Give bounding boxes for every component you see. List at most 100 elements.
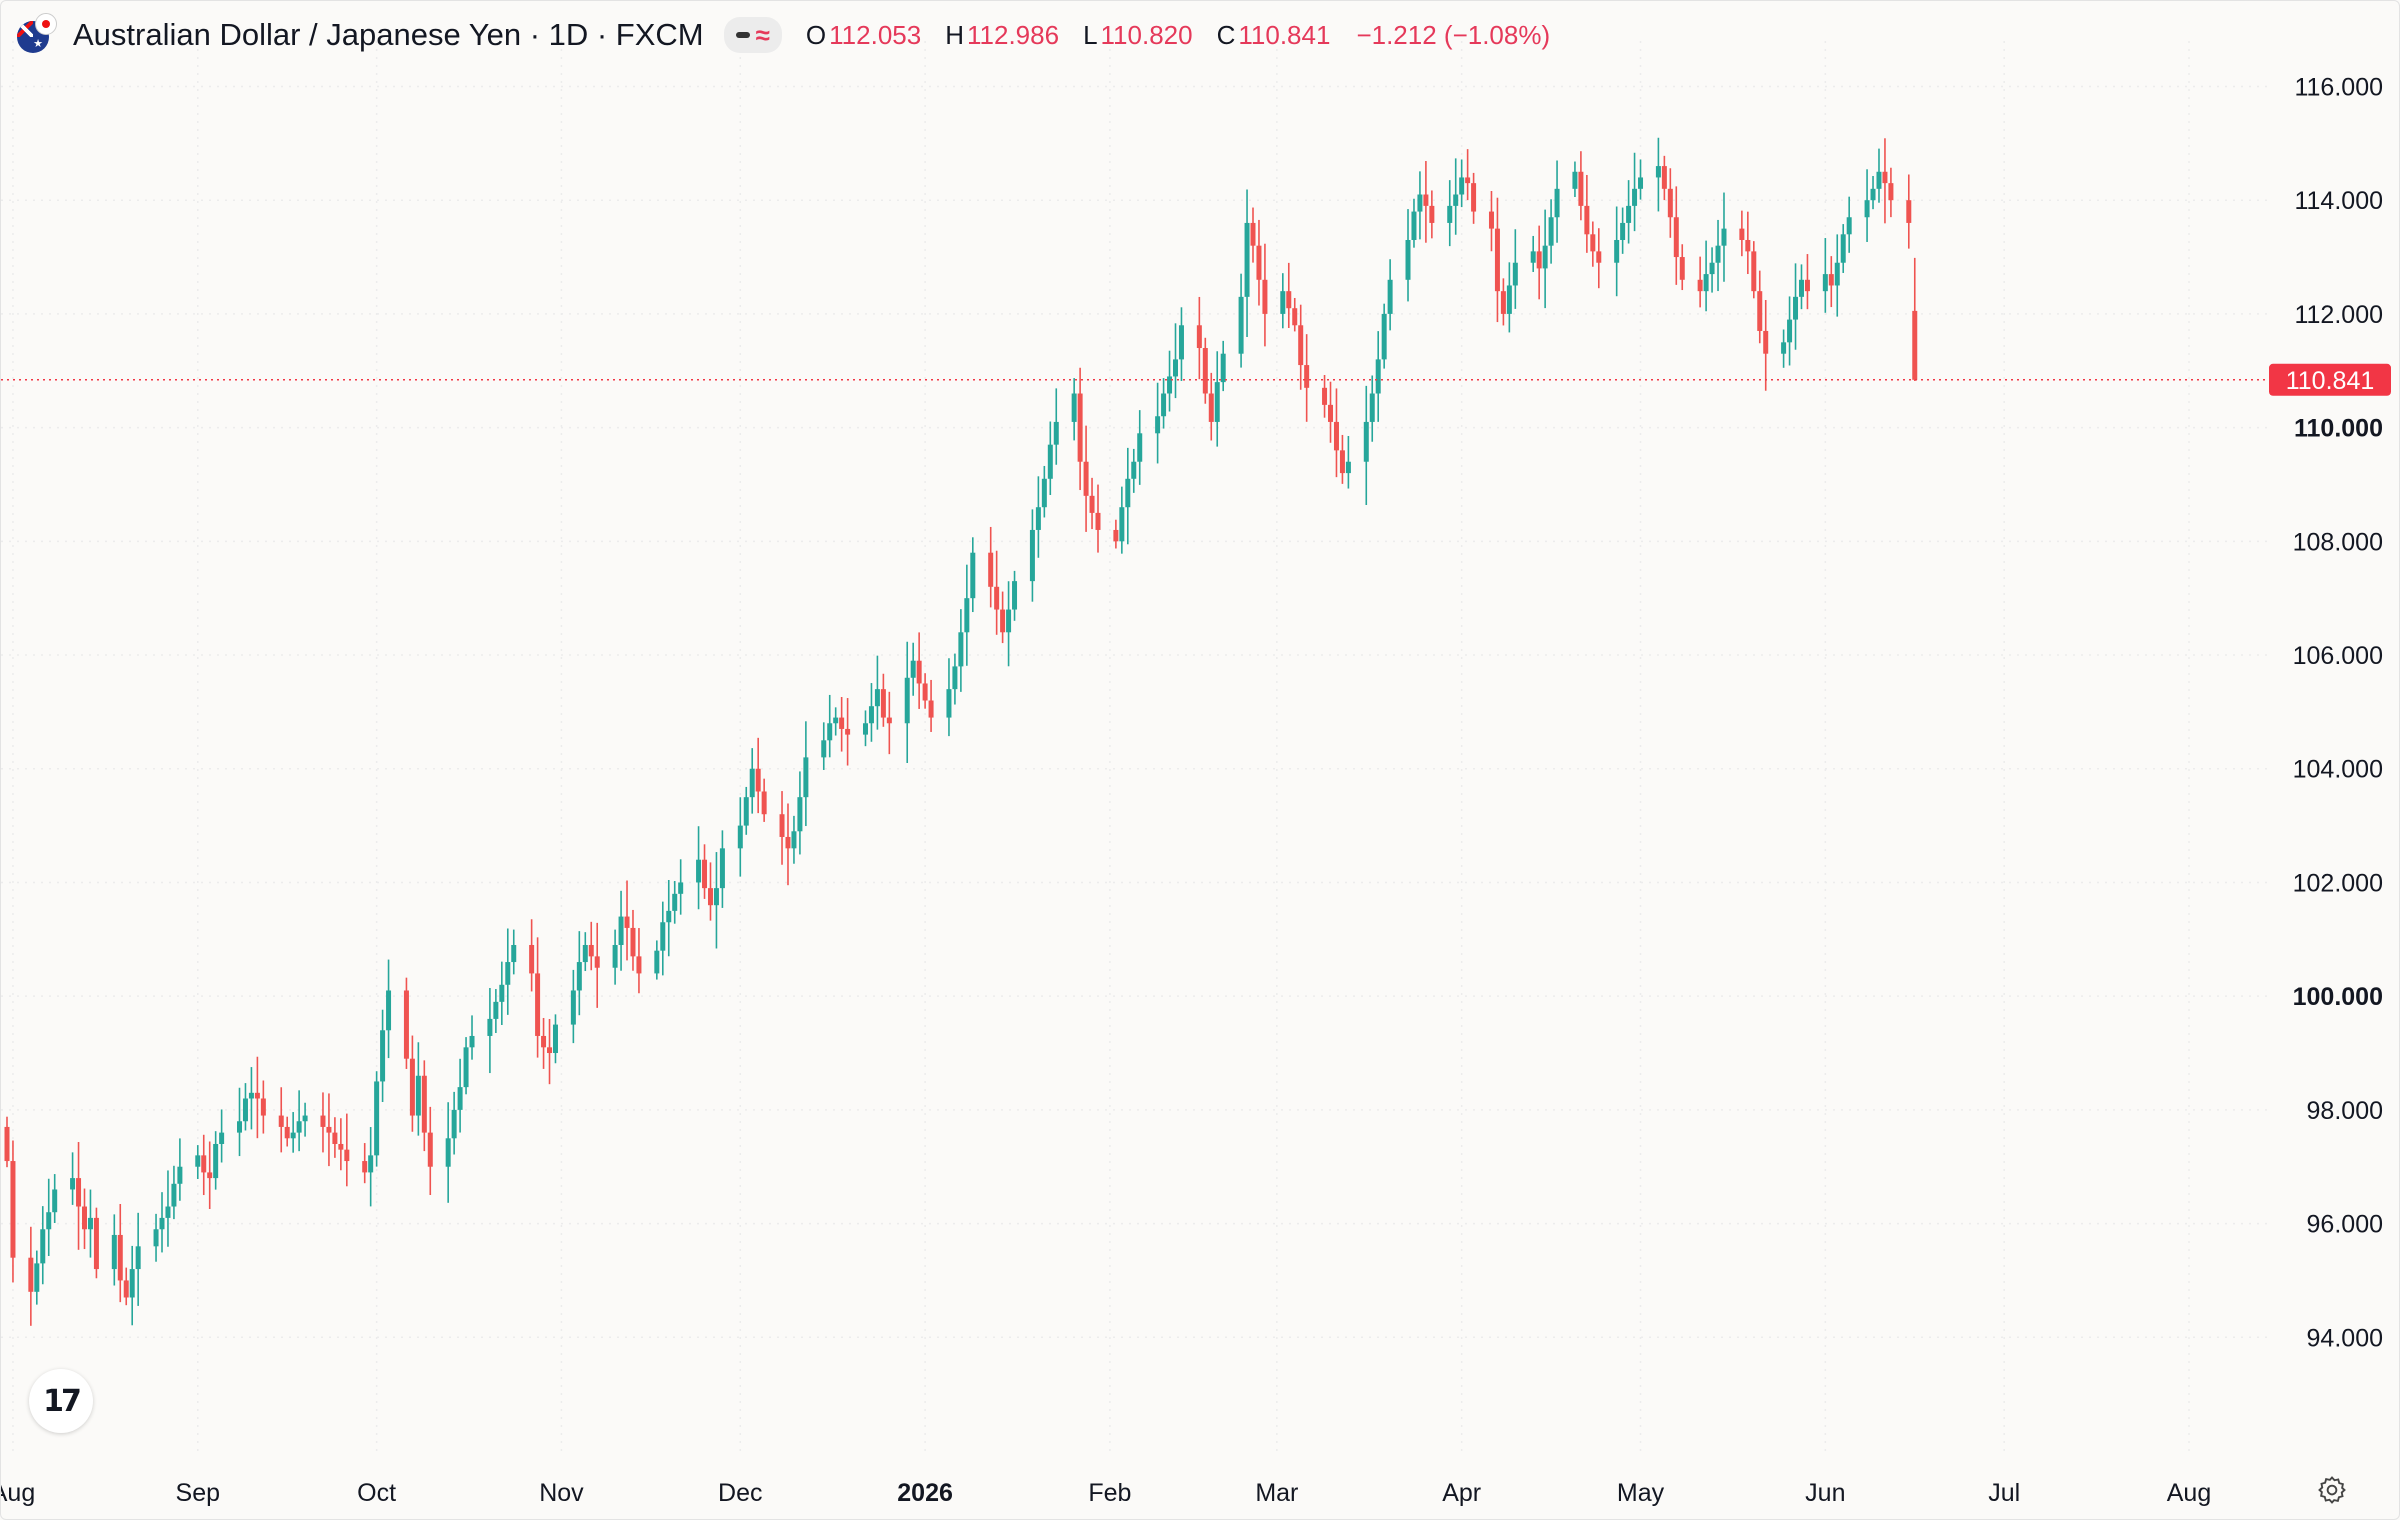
candle-body (910, 660, 916, 678)
candle-body (994, 586, 1000, 610)
candle-body (1047, 444, 1053, 479)
candle-body (386, 990, 392, 1031)
candle-body (988, 552, 994, 587)
candle-body (1006, 609, 1012, 633)
candle-body (1876, 171, 1882, 189)
candle-body (916, 660, 922, 684)
candle-body (46, 1212, 52, 1230)
candle-body (487, 1018, 493, 1036)
candle-body (654, 950, 660, 974)
x-tick-label: Aug (2167, 1479, 2211, 1507)
candle-body (445, 1138, 451, 1167)
candle-body (803, 757, 809, 798)
candle-body (219, 1132, 225, 1144)
candle-body (1202, 348, 1208, 394)
tradingview-logo-icon[interactable]: 17 (29, 1369, 93, 1433)
candle-body (624, 916, 630, 928)
candle-body (791, 831, 797, 849)
candle-body (278, 1115, 284, 1127)
candle-body (1512, 262, 1518, 286)
candle-body (213, 1143, 219, 1179)
candle-body (588, 944, 594, 957)
symbol-header: Australian Dollar / Japanese Yen · 1D · … (17, 13, 1550, 55)
candle-body (457, 1087, 463, 1110)
candle-body (260, 1098, 266, 1116)
candle-body (40, 1229, 46, 1264)
candle-body (1286, 291, 1292, 309)
candle-body (1620, 222, 1626, 240)
candle-body (1822, 274, 1828, 292)
candle-body (1256, 245, 1262, 280)
candle-body (1262, 279, 1268, 314)
candle-body (1095, 512, 1101, 530)
candle-body (1083, 461, 1089, 496)
candle-body (1870, 188, 1876, 201)
candle-body (1423, 194, 1429, 206)
candle-body (737, 825, 743, 849)
open-value: O 112.053 (805, 19, 922, 50)
x-tick-label: Oct (357, 1479, 396, 1507)
candle-body (833, 717, 839, 724)
candle-body (177, 1166, 183, 1184)
candle-body (1798, 279, 1804, 297)
candle-body (612, 944, 618, 968)
candle-body (1500, 291, 1506, 314)
candle-body (1494, 228, 1500, 292)
x-tick-label: Nov (539, 1479, 584, 1507)
candle-body (1292, 308, 1298, 326)
candle-body (1208, 393, 1214, 422)
candle-body (1673, 217, 1679, 258)
candle-body (171, 1183, 177, 1207)
indicator-toggle[interactable]: ≈ (723, 17, 782, 53)
candle-body (922, 683, 928, 701)
candle-body (1077, 393, 1083, 462)
candle-body (1745, 239, 1751, 252)
candle-body (380, 1030, 386, 1082)
candle-body (344, 1149, 350, 1162)
candle-body (4, 1126, 10, 1162)
candle-body (1244, 222, 1250, 297)
gear-icon[interactable] (2317, 1475, 2347, 1505)
candle-body (862, 723, 868, 735)
candle-body (618, 916, 624, 945)
candle-body (1471, 183, 1477, 212)
candle-body (1751, 251, 1757, 292)
candle-body (702, 859, 708, 889)
candle-body (880, 689, 886, 718)
wave-icon: ≈ (755, 20, 770, 50)
x-tick-label: Dec (718, 1479, 762, 1507)
candle-body (1888, 183, 1894, 201)
candle-body (1161, 393, 1167, 417)
candle-body (1405, 239, 1411, 280)
candle-body (1781, 342, 1787, 354)
candle-body (630, 927, 636, 957)
candle-body (845, 728, 851, 735)
candle-body (117, 1234, 123, 1281)
candle-body (1298, 325, 1304, 366)
candle-body (76, 1178, 82, 1207)
y-tick-label: 114.000 (2294, 187, 2383, 215)
candle-body (493, 1001, 499, 1019)
candle-body (1137, 433, 1143, 462)
candle-body (874, 689, 880, 707)
candle-body (1828, 274, 1834, 286)
candle-body (421, 1075, 427, 1133)
x-tick-label: Feb (1088, 1479, 1131, 1507)
y-tick-label: 104.000 (2293, 756, 2383, 784)
candle-body (1155, 416, 1161, 434)
candle-body (296, 1121, 302, 1133)
candle-body (201, 1155, 207, 1173)
candle-body (1131, 461, 1137, 479)
candle-body (1709, 262, 1715, 275)
candle-body (1661, 166, 1667, 189)
candle-body (1250, 222, 1256, 246)
candle-body (1339, 450, 1345, 474)
candle-body (463, 1047, 469, 1088)
candle-body (904, 677, 910, 724)
candle-body (1757, 291, 1763, 331)
symbol-title[interactable]: Australian Dollar / Japanese Yen · 1D · … (73, 17, 704, 52)
candle-body (1721, 228, 1727, 246)
candle-body (761, 791, 767, 815)
